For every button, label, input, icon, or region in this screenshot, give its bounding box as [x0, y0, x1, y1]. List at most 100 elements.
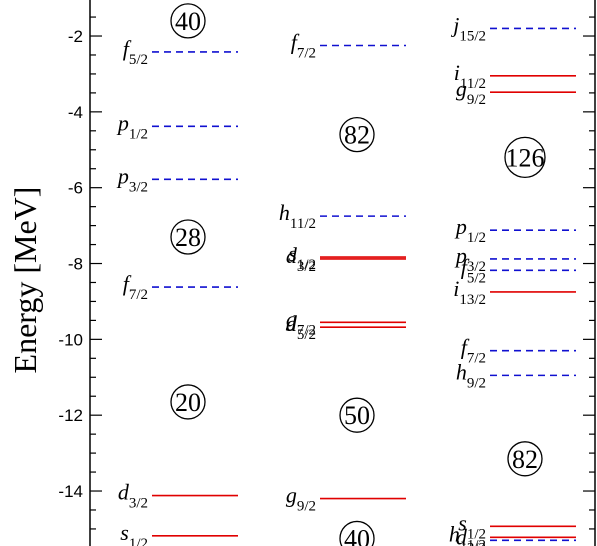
- level-label: p3/2: [454, 243, 486, 275]
- orbital-letter: s: [288, 241, 297, 266]
- level-label: i11/2: [454, 60, 486, 92]
- magic-number-label: 126: [506, 143, 545, 172]
- orbital-letter: h: [449, 521, 460, 546]
- magic-number-circle: [504, 136, 546, 179]
- level-label: f5/2: [461, 254, 486, 286]
- orbital-j: 9/2: [467, 92, 486, 108]
- orbital-j: 3/2: [129, 179, 148, 195]
- level-label: d5/2: [286, 311, 316, 343]
- magic-number-circle: [339, 520, 375, 546]
- magic-number-circle: [507, 441, 543, 477]
- orbital-j: 1/2: [129, 126, 148, 142]
- orbital-letter: f: [123, 271, 132, 296]
- level-label: h11/2: [449, 521, 486, 546]
- axes: -2 -4 -6 -8 -10 -12 -14: [58, 0, 596, 546]
- orbital-letter: d: [286, 243, 298, 268]
- orbital-j: 3/2: [467, 259, 486, 275]
- orbital-letter: d: [286, 311, 298, 336]
- orbital-letter: p: [116, 110, 129, 135]
- magic-number-circle: [170, 219, 206, 255]
- y-tick-label: -12: [58, 406, 83, 425]
- orbital-j: 1/2: [297, 257, 316, 273]
- level-label: p1/2: [454, 214, 486, 246]
- orbital-letter: i: [453, 276, 459, 301]
- orbital-j: 1/2: [129, 536, 148, 546]
- orbital-letter: g: [286, 306, 297, 331]
- orbital-j: 5/2: [467, 270, 486, 286]
- magic-number-circle: [339, 116, 375, 153]
- orbital-j: 11/2: [460, 76, 486, 92]
- magic-number-circle: [170, 384, 206, 420]
- level-label: g7/2: [286, 306, 316, 338]
- orbital-j: 3/2: [297, 259, 316, 275]
- orbital-j: 7/2: [297, 46, 316, 62]
- magic-number-label: 50: [344, 401, 370, 430]
- orbital-letter: p: [116, 163, 129, 188]
- level-label: d3/2: [286, 243, 316, 275]
- magic-number-circle: [170, 3, 206, 39]
- level-label: i13/2: [453, 276, 486, 308]
- level-label: f7/2: [461, 335, 486, 367]
- y-tick-label: -2: [68, 27, 83, 46]
- orbital-j: 3/2: [129, 496, 148, 512]
- level-label: d3/2: [118, 480, 148, 512]
- orbital-j: 15/2: [459, 28, 486, 44]
- orbital-letter: f: [291, 30, 300, 55]
- orbital-j: 11/2: [290, 216, 316, 232]
- level-label: h11/2: [279, 200, 316, 232]
- orbital-j: 5/2: [297, 327, 316, 343]
- orbital-j: 1/2: [467, 230, 486, 246]
- orbital-j: 5/2: [129, 52, 148, 68]
- level-label: g9/2: [456, 76, 486, 108]
- orbital-j: 3/2: [467, 540, 486, 546]
- orbital-letter: h: [456, 359, 467, 384]
- orbital-letter: g: [456, 76, 467, 101]
- level-label: h9/2: [456, 359, 486, 391]
- orbital-letter: h: [279, 200, 290, 225]
- level-label: f7/2: [291, 30, 316, 62]
- level-label: p3/2: [116, 163, 148, 195]
- levels: f5/2p1/2p3/2f7/2d3/2s1/2f7/2h11/2s1/2d3/…: [116, 12, 576, 546]
- level-label: s1/2: [458, 510, 486, 542]
- magic-number-label: 82: [344, 121, 370, 150]
- orbital-j: 9/2: [297, 499, 316, 515]
- magic-number-circle: [339, 397, 375, 433]
- orbital-letter: j: [450, 12, 459, 37]
- magic-number-label: 82: [512, 445, 538, 474]
- y-tick-label: -6: [68, 179, 83, 198]
- orbital-letter: s: [458, 510, 467, 535]
- orbital-letter: i: [454, 60, 460, 85]
- y-tick-label: -8: [68, 255, 83, 274]
- orbital-letter: f: [461, 254, 470, 279]
- orbital-letter: p: [454, 214, 467, 239]
- magic-number-label: 28: [175, 223, 201, 252]
- level-label: d3/2: [456, 524, 486, 546]
- magic-numbers: 40 28 20 82 50 40 126 82: [170, 3, 546, 546]
- magic-number-label: 40: [175, 7, 201, 36]
- level-label: f5/2: [123, 36, 148, 68]
- orbital-j: 11/2: [460, 537, 486, 546]
- level-label: s1/2: [120, 520, 148, 546]
- y-tick-label: -14: [58, 482, 83, 501]
- level-label: f7/2: [123, 271, 148, 303]
- orbital-j: 7/2: [297, 322, 316, 338]
- orbital-j: 7/2: [129, 287, 148, 303]
- orbital-letter: s: [120, 520, 129, 545]
- orbital-letter: d: [118, 480, 130, 505]
- orbital-letter: g: [286, 483, 297, 508]
- orbital-j: 9/2: [467, 375, 486, 391]
- orbital-letter: p: [454, 243, 467, 268]
- level-label: g9/2: [286, 483, 316, 515]
- level-label: s1/2: [288, 241, 316, 273]
- orbital-j: 13/2: [459, 292, 486, 308]
- magic-number-label: 20: [175, 388, 201, 417]
- orbital-j: 7/2: [467, 351, 486, 367]
- level-label: p1/2: [116, 110, 148, 142]
- y-tick-label: -4: [68, 103, 83, 122]
- magic-number-label: 40: [344, 524, 370, 546]
- orbital-letter: d: [456, 524, 468, 546]
- orbital-j: 1/2: [467, 526, 486, 542]
- y-axis-label: Energy [MeV]: [7, 187, 43, 374]
- orbital-letter: f: [461, 335, 470, 360]
